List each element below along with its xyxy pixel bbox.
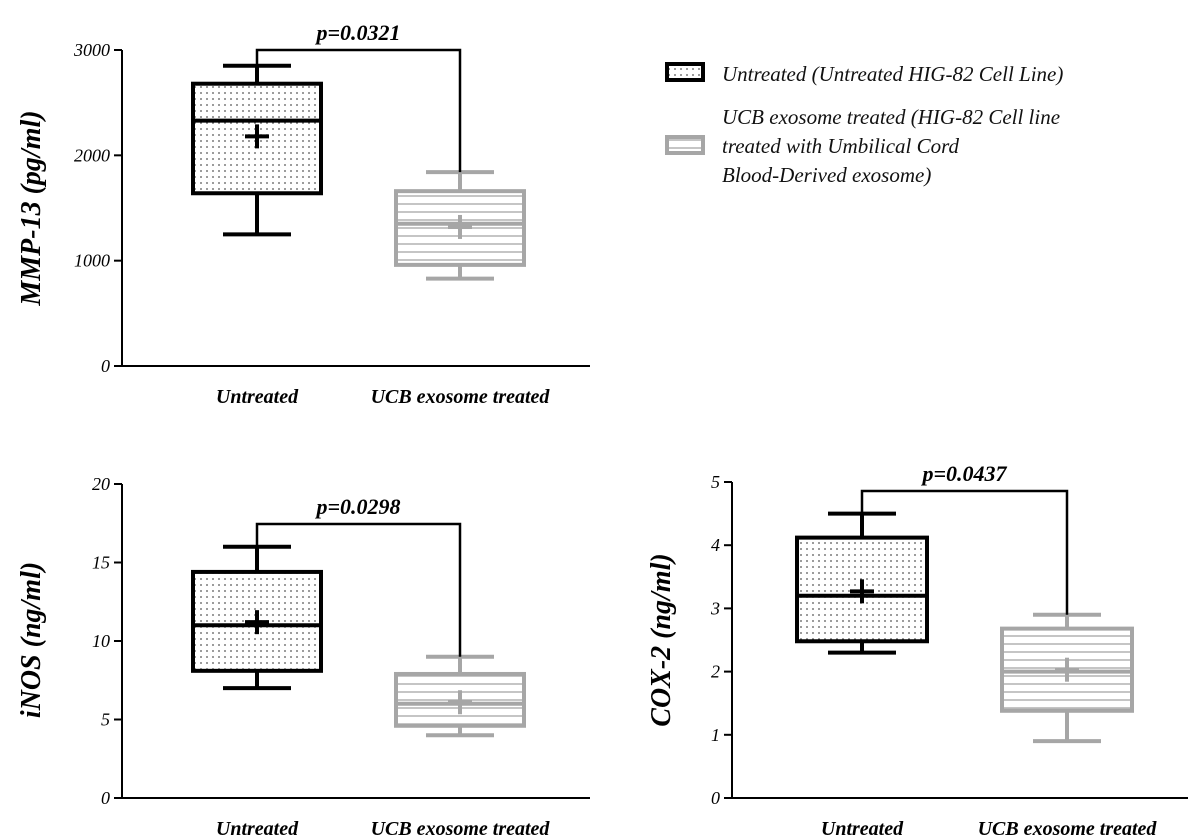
y-tick-label: 0 (711, 788, 720, 808)
p-value-label: p=0.0321 (314, 20, 400, 45)
box-plot-2: 0 5 10 15 20 iNOS (ng/ml) Untreated UCB exosome… (16, 474, 590, 838)
y-tick-label: 10 (92, 631, 110, 651)
y-tick-label: 3 (710, 598, 720, 618)
y-tick-label: 1 (711, 725, 720, 745)
p-value-label: p=0.0437 (920, 461, 1007, 486)
significance-bracket (860, 489, 1069, 615)
box-plot-3: 0 1 2 3 4 5 COX-2 (ng/ml) Untreated UCB exosome … (646, 461, 1188, 838)
box-ucb-exosome-treated (394, 654, 526, 738)
y-tick-label: 2 (711, 662, 720, 682)
x-category-label: Untreated (216, 818, 299, 838)
y-tick-label: 5 (101, 710, 110, 730)
box-plot-1: 0 1000 2000 3000 MMP-13 (pg/ml) Untreated UCB … (16, 20, 590, 408)
y-tick-label: 15 (92, 553, 110, 573)
legend-swatch (665, 135, 705, 155)
x-category-label: UCB exosome treated (371, 386, 551, 408)
y-axis-label: COX-2 (ng/ml) (646, 553, 677, 726)
legend-item: Untreated (Untreated HIG-82 Cell Line) (665, 62, 1063, 86)
box-ucb-exosome-treated (1000, 612, 1134, 744)
legend-item: UCB exosome treated (HIG-82 Cell line tre… (665, 105, 1060, 187)
legend-swatch (665, 62, 705, 82)
y-tick-label: 20 (92, 474, 110, 494)
y-tick-label: 1000 (74, 251, 110, 271)
p-value-label: p=0.0298 (314, 494, 400, 519)
y-tick-label: 5 (711, 472, 720, 492)
x-category-label: UCB exosome treated (371, 818, 551, 838)
box-untreated (795, 511, 929, 655)
box-untreated (191, 63, 323, 237)
y-tick-label: 2000 (74, 145, 110, 165)
x-category-label: Untreated (216, 386, 299, 408)
legend-label: UCB exosome treated (HIG-82 Cell line (722, 105, 1060, 129)
y-axis-label: MMP-13 (pg/ml) (16, 110, 47, 306)
box-ucb-exosome-treated (394, 170, 526, 281)
legend: Untreated (Untreated HIG-82 Cell Line) UC… (665, 62, 1063, 187)
significance-bracket (255, 522, 462, 657)
y-tick-label: 4 (711, 535, 720, 555)
y-tick-label: 0 (101, 356, 110, 376)
y-tick-label: 0 (101, 788, 110, 808)
x-category-label: UCB exosome treated (978, 818, 1158, 838)
legend-label: Blood-Derived exosome) (722, 163, 931, 187)
y-axis-label: iNOS (ng/ml) (16, 562, 47, 718)
significance-bracket (255, 48, 462, 173)
x-category-label: Untreated (821, 818, 904, 838)
legend-label: treated with Umbilical Cord (722, 134, 960, 158)
legend-label: Untreated (Untreated HIG-82 Cell Line) (722, 62, 1063, 86)
y-tick-label: 3000 (73, 40, 110, 60)
box-untreated (191, 544, 323, 691)
